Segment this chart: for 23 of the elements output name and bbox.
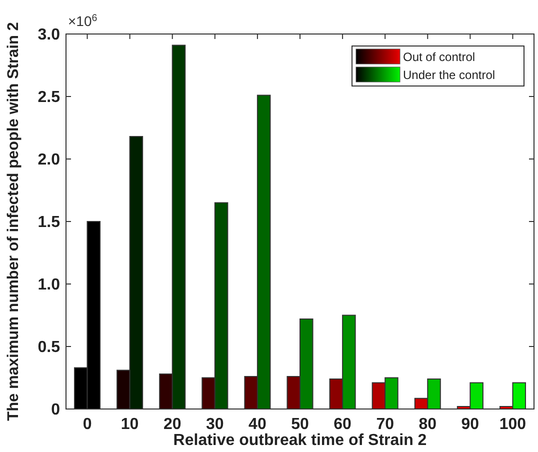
- y-axis-title: The maximum number of infected people with Strain 2: [5, 22, 22, 421]
- y-tick-label: 2.5: [38, 89, 60, 106]
- x-tick-label: 90: [461, 416, 480, 433]
- y-tick-label: 0.5: [38, 339, 60, 356]
- y-tick-label: 1.5: [38, 214, 60, 232]
- x-tick-label: 30: [206, 416, 224, 433]
- x-tick-label: 0: [82, 416, 92, 433]
- x-tick-label: 20: [163, 416, 182, 433]
- x-tick-label: 80: [418, 416, 437, 433]
- y-tick-label: 1.0: [38, 276, 60, 294]
- x-tick-label: 100: [499, 416, 526, 433]
- x-tick-label: 40: [248, 416, 266, 433]
- x-tick-label: 10: [120, 416, 139, 433]
- x-tick-label: 70: [376, 416, 394, 433]
- x-axis-title: Relative outbreak time of Strain 2: [173, 432, 427, 449]
- y-tick-label: 3.0: [38, 26, 60, 44]
- x-tick-label: 50: [291, 416, 309, 433]
- legend-label: Out of control: [403, 50, 476, 64]
- y-tick-label: 0: [51, 402, 60, 419]
- y-tick-label: 2.0: [38, 152, 60, 169]
- legend-label: Under the control: [403, 68, 496, 82]
- x-tick-label: 60: [334, 416, 352, 433]
- text: ×10$^{6}$: [68, 12, 98, 29]
